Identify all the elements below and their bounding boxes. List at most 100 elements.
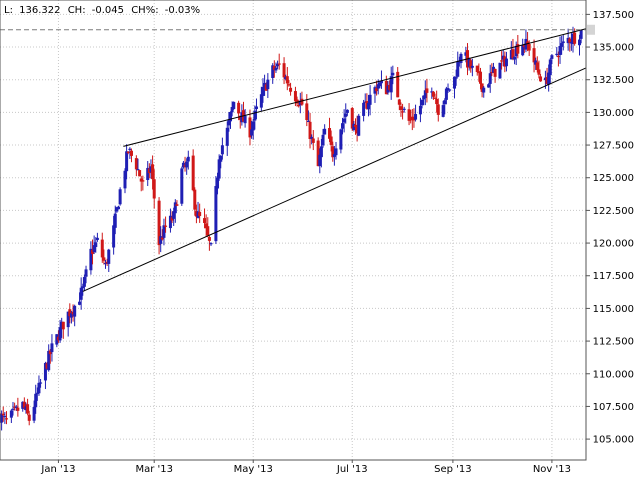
price-bar-down [191,155,195,191]
price-bar-down [48,350,52,355]
price-bar-up [457,60,461,64]
x-tick-label: May '13 [234,464,273,475]
price-bar-down [207,237,211,241]
price-bar-down [22,401,26,408]
price-bar-down [277,63,281,65]
price-bar-up [104,262,108,265]
y-tick-label: 122.500 [593,206,634,217]
price-bar-up [34,393,38,408]
price-bar-up [514,45,518,57]
price-bar-down [331,146,335,158]
price-bar-down [396,71,400,98]
price-bar-up [276,63,280,67]
price-bar-up [464,52,468,56]
price-bar-up [459,53,463,63]
price-bar-up [60,321,64,329]
x-axis-labels: Jan '13 Mar '13 May '13 Jul '13 Sep '13 Nov '… [40,460,571,475]
price-bar-up [569,41,573,44]
y-axis-labels: 105.000 107.500 110.000 112.500 115.000 117.5… [586,10,634,446]
price-bar-up [149,166,153,172]
price-bar-up [453,76,457,89]
price-bar-down [535,62,539,71]
price-bar-down [264,84,268,91]
price-bar-down [475,65,479,73]
price-bar-up [259,94,263,108]
price-bar-up [243,115,247,124]
price-bar-up [227,119,231,126]
price-bar-down [206,226,210,236]
price-bar-down [539,76,543,82]
price-bar-down [527,44,531,51]
price-bar-up [345,109,349,113]
price-bar-up [423,90,427,99]
price-bar-down [511,49,515,59]
change-label: CH: [68,5,86,16]
price-bar-up [216,177,220,189]
price-bar-up [107,249,111,264]
change-value: -0.045 [92,5,124,16]
price-bar-up [112,225,116,248]
price-bar-down [469,60,473,69]
price-bar-up [32,406,36,421]
price-bar-down [300,98,304,105]
price-bar-up [284,76,288,80]
price-bar-down [522,44,526,48]
price-bar-up [339,129,343,150]
price-bar-up [168,215,172,229]
price-bar-up [548,59,552,76]
price-bar-up [470,65,474,68]
price-bar-down [26,404,30,414]
price-bar-down [568,38,572,43]
price-bar-down [170,217,174,221]
price-bar-up [50,343,54,353]
price-bar-down [493,68,497,77]
price-bar-up [521,45,525,56]
price-bar-down [105,261,109,264]
price-bar-up [566,37,570,44]
price-bar-down [478,71,482,84]
y-tick-label: 125.000 [593,173,634,184]
price-bar-down [425,88,429,93]
price-bar-up [373,87,377,94]
y-tick-label: 110.000 [593,369,634,380]
price-bar-up [181,162,185,168]
price-bar-up [229,111,233,122]
price-bar-down [238,115,242,120]
price-bar-up [363,101,367,103]
y-tick-label: 115.000 [593,304,634,315]
price-bar-down [151,164,155,180]
price-bar-up [79,287,83,300]
price-bars [0,26,583,431]
price-bar-up [69,313,73,318]
price-bar-down [147,168,151,174]
trendlines [82,28,587,292]
price-bar-down [503,56,507,67]
price-bar-down [431,91,435,97]
price-bar-down [272,65,276,70]
price-bar-up [217,159,221,179]
price-bar-up [146,167,150,181]
price-bar-down [375,87,379,92]
y-tick-label: 130.000 [593,108,634,119]
price-bar-down [350,108,354,129]
price-bar-down [289,87,293,92]
last-value: 136.322 [19,5,60,16]
price-bar-down [27,414,31,421]
header-readout: L: 136.322 CH: -0.045 CH%: -0.03% [4,5,200,16]
price-bar-up [341,123,345,129]
price-bar-up [89,248,93,271]
price-bar-up [43,362,47,381]
price-bar-up [196,211,200,218]
change-pct-label: CH%: [131,5,158,16]
price-bar-up [58,327,62,341]
price-bar-up [115,207,119,212]
price-bar-up [21,401,25,409]
price-bar-down [401,111,405,113]
price-bar-up [78,301,82,305]
price-bar-up [185,161,189,168]
y-tick-label: 107.500 [593,402,634,413]
price-bar-up [543,77,547,81]
price-bar-up [82,277,86,287]
